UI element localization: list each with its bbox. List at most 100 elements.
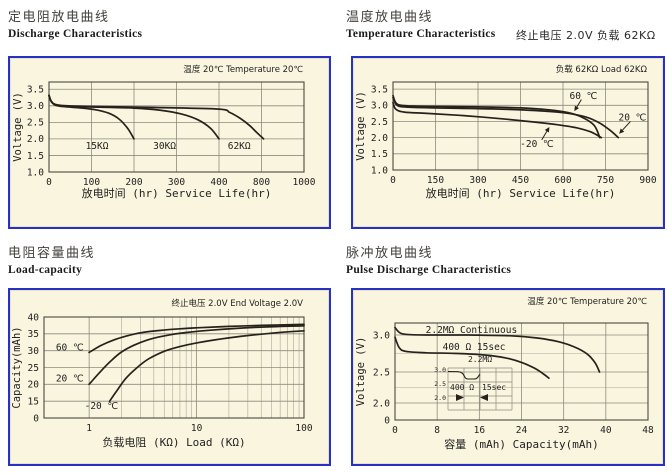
section-title-cn: 定电阻放电曲线 [8,10,110,25]
y-tick-label: 3.0 [27,101,44,112]
chart-group: 1 10 100 0 15 20 25 30 35 40 负载电阻 (KΩ) Load (KΩ) Ca… [11,298,313,449]
chart-group: 0 150 300 450 600 750 900 1.0 1.5 2.0 2.5 3.0 3.5 放电时… [355,64,657,200]
inset-pulse-label: 15sec [482,383,506,392]
x-tick-label: 150 [427,175,444,186]
x-tick-label: 32 [558,425,569,436]
y-tick-label: 2.0 [373,398,390,409]
annotation-arrow-line [576,99,582,108]
series-curve-20- [88,324,305,386]
x-axis-label: 负载电阻 (KΩ) Load (KΩ) [102,435,245,449]
inset-arrow-right [456,394,464,401]
inset-pulse-curve [447,370,481,380]
x-tick-label: 0 [392,425,398,436]
x-tick-label: 750 [597,175,614,186]
section-title-cn: 温度放电曲线 [346,10,434,25]
pulse-chart-panel: 0 8 16 24 32 40 48 0 2.0 2.5 3.0 容量 (mAh) Capacity(… [351,288,665,466]
temperature-chart-panel: 0 150 300 450 600 750 900 1.0 1.5 2.0 2.5 3.0 3.5 放电时… [351,56,665,229]
plot-border [392,81,649,171]
chart-svg-pulse: 0 8 16 24 32 40 48 0 2.0 2.5 3.0 容量 (mAh) Capacity(… [355,296,654,451]
y-tick-label: 3.5 [27,85,44,96]
temperature-conditions-note: 终止电压 2.0V 负载 62KΩ [516,29,656,42]
annotation-arrowhead [544,126,550,133]
x-tick-label: 200 [125,177,142,188]
series-label: 20 ℃ [619,113,647,124]
chart-condition-note: 终止电压 2.0V End Voltage 2.0V [171,298,303,309]
series-label: 30KΩ [153,141,176,152]
y-axis-label: Voltage (V) [355,91,367,161]
load-capacity-chart-panel: 1 10 100 0 15 20 25 30 35 40 负载电阻 (KΩ) Load (KΩ) Ca… [8,288,331,466]
y-tick-label: 35 [28,329,39,340]
y-tick-label: 3.5 [371,84,388,95]
annotation-arrowhead [574,105,579,112]
y-tick-label: 1.5 [371,149,388,160]
chart-svg-discharge: 0 100 200 300 400 800 1000 1.0 1.5 2.0 2.5 3.0 3.5 放电… [12,64,316,200]
section-title-en: Discharge Characteristics [8,28,143,40]
chart-svg-temperature: 0 150 300 450 600 750 900 1.0 1.5 2.0 2.5 3.0 3.5 放电时… [355,64,657,200]
plot-border [394,322,649,421]
x-tick-label: 300 [168,177,185,188]
x-tick-label: 1 [86,423,92,434]
series-label: 60 ℃ [56,342,84,353]
series-label: 400 Ω 15sec [443,342,506,353]
series-curve--20- [108,329,305,403]
section-header-load-capacity: 电阻容量曲线 Load-capacity [8,242,95,276]
plot-border [48,81,305,173]
x-tick-label: 600 [554,175,571,186]
x-tick-label: 0 [390,175,396,186]
series-curve-60- [392,94,601,139]
chart-group: 0 100 200 300 400 800 1000 1.0 1.5 2.0 2.5 3.0 3.5 放电… [12,64,316,200]
y-tick-label: 40 [28,312,40,323]
y-tick-label: 20 [28,380,40,391]
series-label: -20 ℃ [520,139,554,150]
chart-condition-note: 温度 20℃ Temperature 20℃ [183,64,303,75]
x-tick-label: 900 [639,175,656,186]
annotation-arrow-line [622,121,631,131]
chart-group: 0 8 16 24 32 40 48 0 2.0 2.5 3.0 容量 (mAh) Capacity(… [355,296,654,451]
section-title-en: Load-capacity [8,264,83,276]
chart-condition-note: 负载 62KΩ Load 62KΩ [556,64,648,75]
section-title-cn: 电阻容量曲线 [8,246,96,261]
series-curve-2.2m-continuous [394,326,601,373]
discharge-chart-panel: 0 100 200 300 400 800 1000 1.0 1.5 2.0 2.5 3.0 3.5 放电… [8,56,331,229]
inset-y-label: 2.5 [434,380,446,388]
section-header-pulse: 脉冲放电曲线 Pulse Discharge Characteristics [346,242,511,276]
y-tick-label: 30 [28,346,40,357]
series-curve--20- [392,101,603,139]
y-tick-label: 2.5 [27,118,44,129]
x-axis-label: 放电时间 (hr) Service Life(hr) [426,186,616,200]
series-curve-62k- [48,95,265,140]
chart-condition-note: 温度 20℃ Temperature 20℃ [527,296,647,307]
y-tick-label: 15 [28,396,39,407]
y-tick-label: 1.0 [371,165,388,176]
x-axis-label: 放电时间 (hr) Service Life(hr) [82,186,272,200]
x-tick-label: 0 [46,177,52,188]
y-tick-label: 2.0 [27,134,44,145]
series-label: 2.2MΩ Continuous [426,325,518,336]
x-tick-label: 40 [600,425,612,436]
y-axis-label: Voltage (V) [12,92,24,162]
section-title-cn: 脉冲放电曲线 [346,246,434,261]
chart-svg-load: 1 10 100 0 15 20 25 30 35 40 负载电阻 (KΩ) Load (KΩ) Ca… [11,298,313,449]
y-tick-label: 3.0 [373,330,390,341]
section-title-en: Pulse Discharge Characteristics [346,264,512,276]
annotation-arrow-line [541,131,548,141]
x-tick-label: 16 [474,425,486,436]
x-tick-label: 800 [253,177,270,188]
plot-border [43,316,305,419]
y-tick-label: 1.0 [27,167,44,178]
y-tick-label: 2.5 [373,367,390,378]
x-tick-label: 1000 [293,177,316,188]
inset-arrow-left [480,394,488,401]
y-tick-label: 3.0 [371,101,388,112]
x-tick-label: 100 [83,177,100,188]
y-tick-label: 2.5 [371,117,388,128]
x-tick-label: 24 [516,425,528,436]
section-title-en: Temperature Characteristics [346,28,496,40]
x-tick-label: 48 [642,425,654,436]
inset-y-label: 3.0 [434,366,446,374]
inset-pulse-label: 400 Ω [450,383,474,392]
y-tick-label: 25 [28,363,39,374]
x-tick-label: 400 [210,177,227,188]
x-tick-label: 100 [295,423,312,434]
